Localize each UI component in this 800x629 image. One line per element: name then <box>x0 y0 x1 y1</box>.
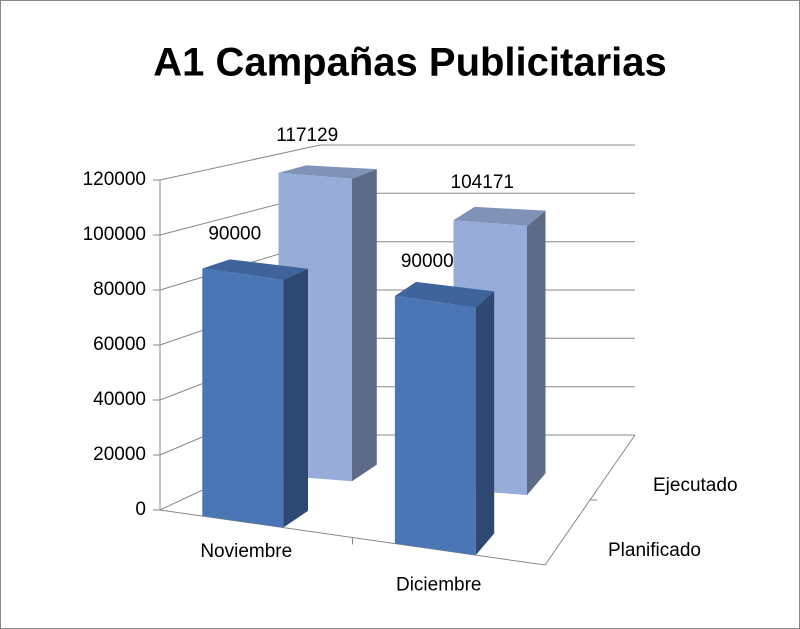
bar-top <box>278 165 377 179</box>
y-tick-label: 60000 <box>93 334 146 355</box>
x-tick-label: Noviembre <box>200 541 292 562</box>
bar-top <box>453 206 546 226</box>
chart-title: A1 Campañas Publicitarias <box>153 41 667 85</box>
bar-side <box>352 169 377 482</box>
data-label: 117129 <box>276 125 338 146</box>
data-label: 104171 <box>451 172 514 193</box>
y-tick-label: 80000 <box>93 279 146 300</box>
bar-side <box>475 291 495 556</box>
x-axis <box>159 434 636 566</box>
y-tick-label: 0 <box>135 499 146 520</box>
y-tick-label: 120000 <box>83 169 146 190</box>
bar-top <box>394 281 495 308</box>
x-tick-label: Diciembre <box>396 574 482 595</box>
z-tick-label: Ejecutado <box>653 475 738 496</box>
bar-front <box>202 268 284 528</box>
bar-front <box>394 296 476 556</box>
bar <box>394 281 495 556</box>
y-tick-label: 20000 <box>93 444 146 465</box>
grid-line <box>159 144 635 181</box>
y-tick-label: 40000 <box>93 389 146 410</box>
y-tick-label: 100000 <box>83 224 146 245</box>
data-label: 90000 <box>401 251 454 272</box>
z-tick-label: Planificado <box>608 540 701 561</box>
bar <box>202 259 308 528</box>
bar-side <box>283 268 308 528</box>
data-label: 90000 <box>208 223 261 244</box>
bar-top <box>202 259 308 281</box>
bar-side <box>527 210 546 496</box>
